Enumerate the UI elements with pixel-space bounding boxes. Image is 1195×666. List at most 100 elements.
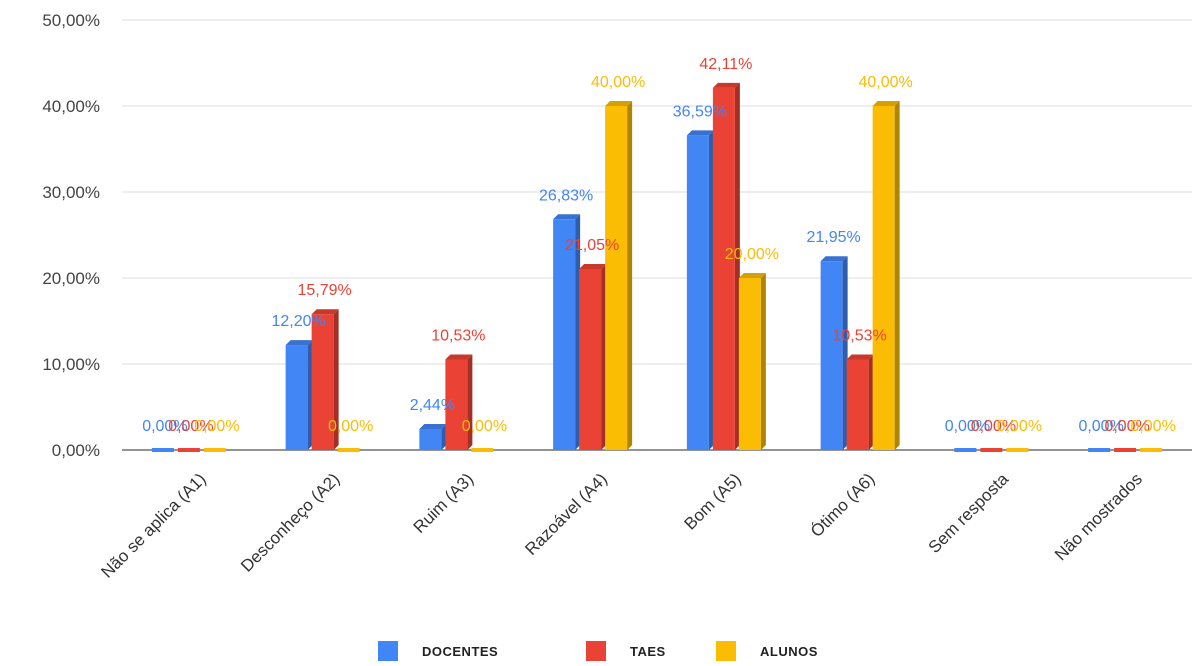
bar-docentes-2	[419, 424, 447, 450]
y-tick-label: 10,00%	[42, 355, 100, 374]
bar-front	[820, 261, 843, 450]
bar-docentes-7	[1088, 448, 1111, 452]
data-labels: 0,00%0,00%0,00%12,20%15,79%0,00%2,44%10,…	[142, 56, 1176, 435]
x-category-label: Ruim (A3)	[410, 469, 478, 537]
bar-side	[708, 130, 714, 451]
bar-side	[467, 354, 473, 450]
bar-docentes-1	[285, 340, 313, 450]
bar-alunos-0	[203, 448, 226, 452]
data-label-alunos: 40,00%	[591, 74, 645, 91]
legend-item-docentes: DOCENTES	[378, 641, 498, 661]
bar-zero	[980, 448, 1003, 452]
data-label-docentes: 0,00%	[1078, 418, 1123, 435]
y-axis: 0,00% 10,00% 20,00% 30,00% 40,00% 50,00%	[42, 11, 100, 460]
bar-side	[307, 340, 313, 450]
data-label-taes: 10,53%	[431, 327, 485, 344]
bar-zero	[337, 448, 360, 452]
data-label-alunos: 0,00%	[997, 418, 1042, 435]
bar-zero	[471, 448, 494, 452]
bar-zero	[151, 448, 174, 452]
x-category-label: Bom (A5)	[681, 469, 745, 533]
bar-zero	[1114, 448, 1137, 452]
bar-side	[894, 101, 900, 450]
bar-front	[712, 87, 735, 450]
data-label-taes: 42,11%	[699, 56, 752, 73]
bar-top	[738, 273, 766, 278]
bar-alunos-6	[1006, 448, 1029, 452]
bar-top	[445, 354, 473, 360]
bars	[151, 82, 1163, 452]
bar-taes-5	[846, 354, 874, 450]
bar-front	[419, 429, 442, 450]
x-category-label: Não se aplica (A1)	[97, 469, 209, 581]
bar-side	[441, 424, 447, 450]
bar-docentes-5	[820, 256, 848, 450]
bar-top	[285, 340, 313, 346]
bar-alunos-4	[738, 273, 766, 450]
bar-zero	[1006, 448, 1029, 452]
data-label-taes: 0,00%	[971, 418, 1016, 435]
bar-side	[868, 354, 874, 450]
data-label-taes: 10,53%	[832, 327, 886, 344]
bar-side	[575, 214, 581, 450]
bar-taes-4	[712, 82, 740, 450]
y-tick-label: 0,00%	[52, 441, 100, 460]
x-category-label: Ótimo (A6)	[807, 469, 879, 541]
data-label-taes: 15,79%	[297, 282, 351, 299]
bar-zero	[177, 448, 200, 452]
data-label-taes: 21,05%	[565, 237, 619, 254]
bar-front	[872, 106, 895, 450]
bar-top	[820, 256, 848, 262]
x-category-label: Razoável (A4)	[521, 469, 611, 559]
bar-alunos-3	[605, 101, 633, 450]
bar-front	[605, 106, 628, 450]
bar-docentes-6	[954, 448, 977, 452]
bar-alunos-7	[1140, 448, 1163, 452]
bar-taes-1	[311, 309, 339, 450]
data-label-alunos: 20,00%	[725, 246, 779, 263]
bar-front	[553, 219, 576, 450]
data-label-taes: 0,00%	[168, 418, 213, 435]
bar-taes-7	[1114, 448, 1137, 452]
legend-swatch	[378, 641, 398, 661]
y-tick-label: 20,00%	[42, 269, 100, 288]
bar-zero	[954, 448, 977, 452]
bar-top	[686, 130, 714, 136]
legend-label: ALUNOS	[760, 644, 818, 659]
bar-taes-2	[445, 354, 473, 450]
bar-top	[579, 263, 607, 269]
x-axis: Não se aplica (A1) Desconheço (A2) Ruim (A…	[97, 469, 1146, 582]
x-category-label: Não mostrados	[1051, 469, 1146, 564]
bar-taes-0	[177, 448, 200, 452]
bar-zero	[1140, 448, 1163, 452]
bar-front	[846, 359, 869, 450]
data-label-docentes: 0,00%	[142, 418, 187, 435]
legend-item-alunos: ALUNOS	[716, 641, 818, 661]
data-label-alunos: 0,00%	[328, 418, 373, 435]
bar-side	[842, 256, 848, 450]
x-category-label: Sem resposta	[925, 469, 1013, 557]
bar-top	[712, 82, 740, 88]
legend-swatch	[586, 641, 606, 661]
x-category-label: Desconheço (A2)	[237, 469, 343, 575]
bar-alunos-2	[471, 448, 494, 452]
y-tick-label: 40,00%	[42, 97, 100, 116]
y-tick-label: 30,00%	[42, 183, 100, 202]
bar-side	[627, 101, 633, 450]
bar-zero	[1088, 448, 1111, 452]
data-label-alunos: 0,00%	[1130, 418, 1175, 435]
data-label-docentes: 21,95%	[806, 229, 860, 246]
bar-front	[579, 268, 602, 450]
data-label-docentes: 12,20%	[271, 313, 325, 330]
bar-front	[738, 278, 761, 450]
legend-item-taes: TAES	[586, 641, 665, 661]
bar-top	[419, 424, 447, 430]
bar-side	[333, 309, 339, 450]
data-label-alunos: 40,00%	[858, 74, 912, 91]
legend-label: DOCENTES	[422, 644, 498, 659]
legend: DOCENTES TAES ALUNOS	[378, 641, 818, 661]
data-label-docentes: 36,59%	[673, 103, 727, 120]
bar-top	[553, 214, 581, 220]
data-label-alunos: 0,00%	[194, 418, 239, 435]
